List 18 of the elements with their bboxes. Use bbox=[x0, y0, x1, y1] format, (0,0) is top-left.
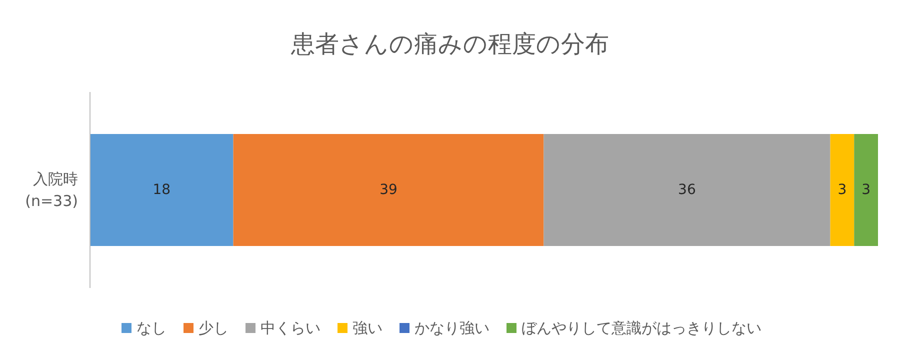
data-label: 3 bbox=[862, 182, 871, 198]
legend-label: 強い bbox=[352, 319, 382, 337]
chart-title: 患者さんの痛みの程度の分布 bbox=[290, 30, 609, 58]
bar bbox=[544, 134, 830, 246]
bar bbox=[854, 134, 878, 246]
legend-label: ぼんやりして意識がはっきりしない bbox=[522, 319, 762, 337]
legend-label: 少し bbox=[198, 319, 228, 337]
bar bbox=[233, 134, 544, 246]
bar bbox=[830, 134, 854, 246]
bar bbox=[90, 134, 234, 246]
legend-label: 中くらい bbox=[260, 319, 320, 337]
data-label: 3 bbox=[838, 182, 847, 198]
y-tick-label: 入院時 (n=33) bbox=[25, 170, 78, 210]
data-label: 18 bbox=[152, 182, 171, 198]
legend-label: かなり強い bbox=[414, 319, 490, 337]
legend-label: なし bbox=[136, 319, 166, 337]
data-label: 39 bbox=[380, 182, 398, 198]
data-label: 36 bbox=[678, 182, 696, 198]
